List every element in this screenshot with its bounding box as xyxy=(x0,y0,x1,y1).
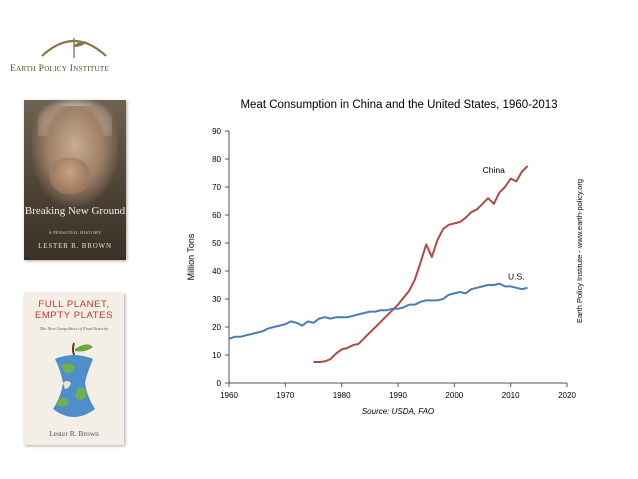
y-tick-label: 30 xyxy=(212,295,221,304)
chart-title: Meat Consumption in China and the United… xyxy=(240,99,558,111)
x-tick-label: 1970 xyxy=(276,391,294,400)
series-label-us: U.S. xyxy=(508,271,525,281)
series-line-china xyxy=(313,165,529,363)
y-tick-label: 90 xyxy=(212,127,221,136)
x-tick-label: 2000 xyxy=(445,391,463,400)
eaten-apple-globe-icon xyxy=(53,342,95,417)
y-tick-label: 0 xyxy=(217,379,222,388)
source-note: Source: USDA, FAO xyxy=(362,407,434,416)
series-line-us xyxy=(228,282,528,340)
y-tick-label: 50 xyxy=(212,239,221,248)
arch-emblem-icon xyxy=(41,38,107,58)
y-tick-label: 20 xyxy=(212,323,221,332)
book1-author: Lester R. Brown xyxy=(38,242,112,250)
book2-subtitle: The New Geopolitics of Food Scarcity xyxy=(39,326,109,331)
x-tick-label: 1980 xyxy=(333,391,351,400)
y-tick-label: 60 xyxy=(212,211,221,220)
book2-title: Full Planet, Empty Plates xyxy=(34,299,114,321)
book-cover-breaking-new-ground: Breaking New Ground A Personal History L… xyxy=(24,100,126,260)
x-tick-label: 1990 xyxy=(389,391,407,400)
book1-title: Breaking New Ground xyxy=(24,205,126,217)
earth-policy-logo: Earth Policy Institute xyxy=(8,30,138,80)
credit-note: Earth Policy Institute - www.earth-polic… xyxy=(575,179,584,323)
x-tick-label: 2010 xyxy=(502,391,520,400)
x-tick-label: 1960 xyxy=(220,391,238,400)
book1-subtitle: A Personal History xyxy=(48,230,102,235)
y-tick-label: 10 xyxy=(212,351,221,360)
logo-text: Earth Policy Institute xyxy=(10,64,110,74)
y-axis-label: Million Tons xyxy=(186,233,196,280)
y-tick-label: 40 xyxy=(212,267,221,276)
book2-author: Lester R. Brown xyxy=(49,429,99,438)
book-cover-full-planet-empty-plates: Full Planet, Empty Plates The New Geopol… xyxy=(24,293,124,445)
series-label-china: China xyxy=(483,165,505,175)
y-tick-label: 80 xyxy=(212,155,221,164)
y-tick-label: 70 xyxy=(212,183,221,192)
x-tick-label: 2020 xyxy=(558,391,576,400)
